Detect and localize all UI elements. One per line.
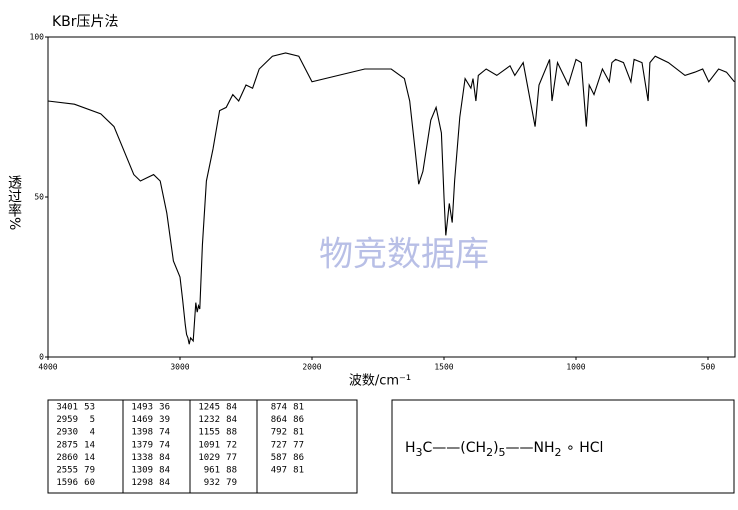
x-tick-label: 500 [701,363,716,372]
peak-table-frame [47,399,358,494]
formula-text: ∘ HCl [562,440,604,456]
x-tick-label: 1000 [566,363,585,372]
peak-wavenumber: 961 [204,466,220,476]
x-axis-label: 波数/cm⁻¹ [349,374,411,389]
formula-subscript: 3 [416,446,423,459]
formula-text: ——NH [506,440,555,456]
peak-transmittance: 77 [293,440,304,450]
peak-transmittance: 84 [159,478,170,488]
y-tick-label: 50 [34,193,44,202]
peak-transmittance: 77 [226,453,237,463]
peak-wavenumber: 497 [271,466,287,476]
peak-transmittance: 88 [226,466,237,476]
peak-wavenumber: 874 [271,403,287,413]
peak-wavenumber: 1398 [131,428,153,438]
peak-wavenumber: 1298 [131,478,153,488]
peak-transmittance: 5 [90,415,95,425]
formula-frame [391,399,735,494]
peak-transmittance: 84 [159,453,170,463]
peak-wavenumber: 3401 [56,403,78,413]
chart-title: KBr压片法 [52,14,119,30]
peak-wavenumber: 1309 [131,466,153,476]
peak-transmittance: 14 [84,453,95,463]
peak-transmittance: 84 [226,403,237,413]
peak-wavenumber: 2555 [56,466,78,476]
peak-wavenumber: 1245 [198,403,220,413]
peak-transmittance: 72 [226,440,237,450]
peak-wavenumber: 1155 [198,428,220,438]
peak-transmittance: 79 [226,478,237,488]
peak-wavenumber: 2860 [56,453,78,463]
formula-text: ) [493,440,498,456]
peak-transmittance: 60 [84,478,95,488]
peak-wavenumber: 792 [271,428,287,438]
peak-wavenumber: 1493 [131,403,153,413]
watermark: 物竞数据库 [319,235,489,275]
peak-transmittance: 79 [84,466,95,476]
peak-transmittance: 84 [226,415,237,425]
peak-wavenumber: 1469 [131,415,153,425]
peak-transmittance: 86 [293,415,304,425]
x-tick-label: 1500 [434,363,453,372]
peak-transmittance: 86 [293,453,304,463]
y-axis-label: 透过率% [6,175,22,230]
peak-transmittance: 4 [90,428,95,438]
peak-wavenumber: 587 [271,453,287,463]
spectrum-line [47,52,735,345]
y-tick-label: 0 [39,353,44,362]
formula-subscript: 2 [486,446,493,459]
peak-transmittance: 74 [159,428,170,438]
x-tick-label: 3000 [170,363,189,372]
peak-transmittance: 88 [226,428,237,438]
peak-wavenumber: 932 [204,478,220,488]
peak-wavenumber: 1338 [131,453,153,463]
peak-wavenumber: 864 [271,415,287,425]
formula-text: C——(CH [423,440,487,456]
peak-transmittance: 74 [159,440,170,450]
formula-text: H [405,440,416,456]
peak-wavenumber: 2930 [56,428,78,438]
plot-frame [47,36,736,358]
formula-subscript: 2 [555,446,562,459]
peak-transmittance: 81 [293,403,304,413]
peak-wavenumber: 1232 [198,415,220,425]
peak-transmittance: 39 [159,415,170,425]
peak-transmittance: 81 [293,466,304,476]
peak-wavenumber: 727 [271,440,287,450]
peak-transmittance: 53 [84,403,95,413]
peak-wavenumber: 1091 [198,440,220,450]
formula: H3C——(CH2)5——NH2 ∘ HCl [405,440,603,459]
peak-wavenumber: 1029 [198,453,220,463]
peak-transmittance: 81 [293,428,304,438]
peak-wavenumber: 2875 [56,440,78,450]
peak-wavenumber: 1379 [131,440,153,450]
x-tick-label: 4000 [38,363,57,372]
x-tick-label: 2000 [302,363,321,372]
y-tick-label: 100 [30,33,45,42]
peak-transmittance: 14 [84,440,95,450]
peak-wavenumber: 1596 [56,478,78,488]
formula-subscript: 5 [499,446,506,459]
peak-transmittance: 84 [159,466,170,476]
peak-transmittance: 36 [159,403,170,413]
peak-wavenumber: 2959 [56,415,78,425]
